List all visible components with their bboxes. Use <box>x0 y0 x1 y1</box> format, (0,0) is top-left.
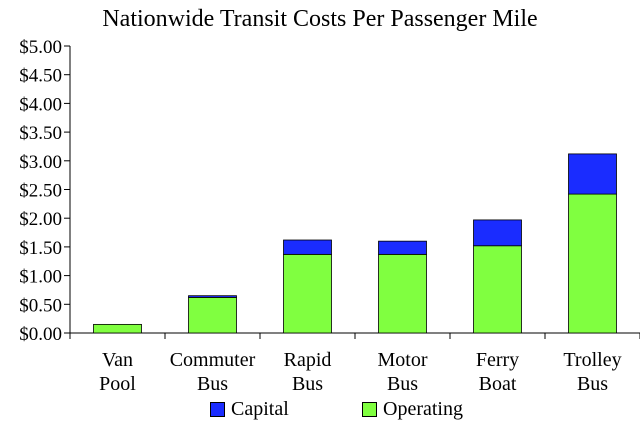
y-tick-label: $4.50 <box>19 66 62 87</box>
y-tick-label: $0.50 <box>19 295 62 316</box>
x-tick-label: Rapid <box>284 349 332 371</box>
bar-capital-2 <box>283 239 332 255</box>
y-tick-label: $3.50 <box>19 123 62 144</box>
x-tick-label: Trolley <box>563 349 621 371</box>
y-tick-label: $2.50 <box>19 181 62 202</box>
bar-operating-2 <box>283 253 332 334</box>
legend-swatch-operating <box>362 402 377 417</box>
bar-capital-3 <box>378 240 427 255</box>
chart-title: Nationwide Transit Costs Per Passenger M… <box>102 6 538 32</box>
chart-legend: Capital Operating <box>0 398 640 428</box>
y-tick-label: $2.00 <box>19 209 62 230</box>
x-tick-label: Bus <box>577 373 608 395</box>
bar-capital-5 <box>568 153 617 195</box>
y-tick-label: $5.00 <box>19 37 62 58</box>
y-tick-label: $4.00 <box>19 94 62 115</box>
bar-operating-4 <box>473 245 522 334</box>
bar-operating-5 <box>568 193 617 334</box>
y-tick-label: $1.50 <box>19 238 62 259</box>
legend-label-capital: Capital <box>231 398 289 420</box>
y-tick-label: $0.00 <box>19 324 62 345</box>
x-tick-label: Pool <box>99 373 136 395</box>
x-tick-label: Boat <box>479 373 517 395</box>
bar-operating-1 <box>188 297 237 334</box>
y-tick-label: $3.00 <box>19 152 62 173</box>
legend-item-operating: Operating <box>362 398 463 421</box>
x-tick-label: Motor <box>378 349 428 371</box>
x-tick-label: Van <box>102 349 133 371</box>
x-tick-label: Bus <box>292 373 323 395</box>
legend-label-operating: Operating <box>383 398 463 420</box>
y-tick-label: $1.00 <box>19 267 62 288</box>
bar-capital-1 <box>188 295 237 298</box>
x-tick-label: Ferry <box>476 349 519 371</box>
x-tick-label: Bus <box>387 373 418 395</box>
legend-swatch-capital <box>210 402 225 417</box>
bar-operating-0 <box>93 323 142 334</box>
x-tick-label: Commuter <box>170 349 256 371</box>
bar-operating-3 <box>378 253 427 334</box>
x-tick-label: Bus <box>197 373 228 395</box>
bar-capital-4 <box>473 219 522 247</box>
legend-item-capital: Capital <box>210 398 289 421</box>
